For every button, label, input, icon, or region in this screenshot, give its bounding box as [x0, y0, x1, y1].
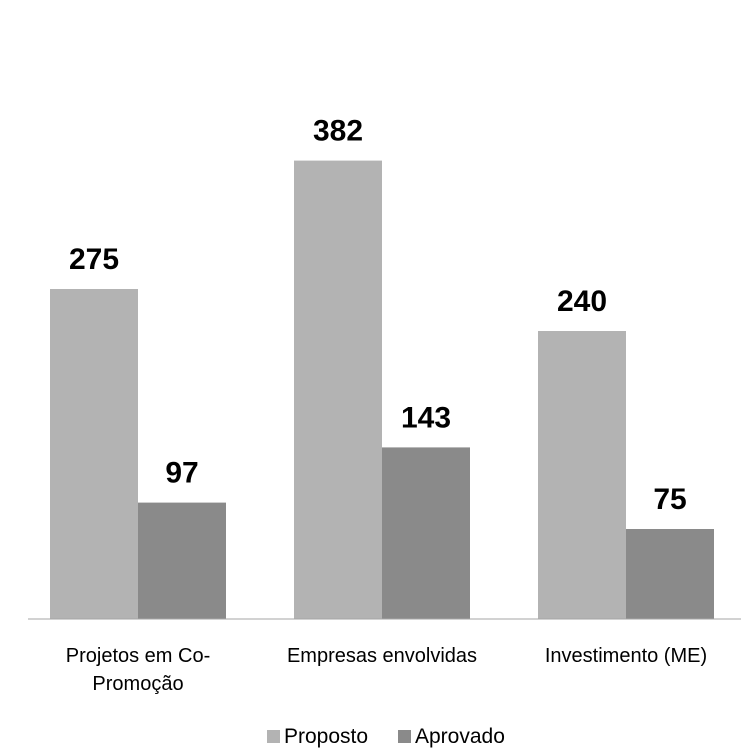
category-label-2: Investimento (ME): [545, 645, 707, 667]
legend: Proposto Aprovado: [267, 725, 505, 748]
bar-proposto-2: [538, 331, 626, 619]
data-label-proposto-1: 382: [313, 115, 363, 148]
legend-label-aprovado: Aprovado: [415, 725, 505, 748]
data-label-aprovado-1: 143: [401, 401, 451, 434]
legend-swatch-proposto: [267, 730, 280, 743]
bars-group: [50, 160, 714, 619]
data-label-proposto-0: 275: [69, 243, 119, 276]
bar-proposto-1: [294, 160, 382, 619]
bar-aprovado-0: [138, 502, 226, 619]
data-label-aprovado-0: 97: [165, 457, 198, 490]
legend-label-proposto: Proposto: [284, 725, 368, 748]
category-labels-group: Projetos em Co-Promoção Empresas envolvid…: [66, 645, 707, 695]
value-labels-group: 275 97 382 143 240 75: [69, 115, 687, 516]
bar-aprovado-1: [382, 447, 470, 619]
data-label-proposto-2: 240: [557, 285, 607, 318]
bar-aprovado-2: [626, 529, 714, 619]
bar-proposto-0: [50, 289, 138, 619]
category-label-0: Projetos em Co-Promoção: [66, 645, 211, 695]
category-label-1: Empresas envolvidas: [287, 645, 477, 667]
data-label-aprovado-2: 75: [653, 483, 686, 516]
legend-swatch-aprovado: [398, 730, 411, 743]
